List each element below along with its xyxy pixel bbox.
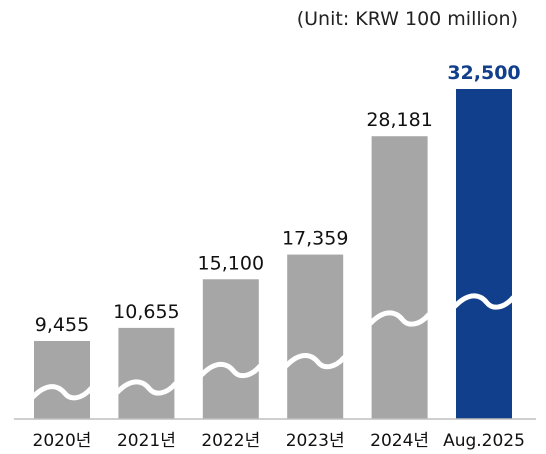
value-label-5: 32,500 — [447, 62, 520, 84]
category-label-3: 2023년 — [286, 431, 345, 451]
axis-break-mark-2 — [199, 361, 263, 379]
category-label-4: 2024년 — [370, 431, 429, 451]
axis-break-mark-5 — [452, 293, 516, 310]
axis-break-mark-3 — [283, 352, 347, 370]
category-label-2: 2022년 — [201, 431, 260, 451]
unit-label: (Unit: KRW 100 million) — [296, 8, 518, 30]
bar-2 — [202, 279, 259, 419]
category-label-1: 2021년 — [117, 431, 176, 451]
value-label-1: 10,655 — [113, 301, 179, 323]
bar-4 — [371, 136, 428, 419]
bar-0 — [34, 341, 90, 419]
category-labels-layer: 2020년 2021년 2022년 2023년 2024년 Aug.2025 — [33, 431, 525, 451]
bars-layer — [30, 89, 516, 419]
category-label-5: Aug.2025 — [443, 431, 525, 451]
bar-5 — [456, 89, 512, 419]
value-label-0: 9,455 — [35, 314, 89, 336]
bar-1 — [118, 327, 175, 419]
value-label-3: 17,359 — [282, 228, 348, 250]
axis-break-mark-4 — [368, 310, 432, 327]
axis-break-mark-1 — [114, 379, 178, 396]
value-label-4: 28,181 — [366, 109, 432, 131]
value-label-2: 15,100 — [198, 252, 264, 274]
axis-break-mark-0 — [30, 384, 94, 401]
category-label-0: 2020년 — [33, 431, 92, 451]
bar-3 — [287, 254, 344, 419]
value-labels-layer: 9,455 10,655 15,100 17,359 28,181 32,500 — [35, 62, 521, 336]
